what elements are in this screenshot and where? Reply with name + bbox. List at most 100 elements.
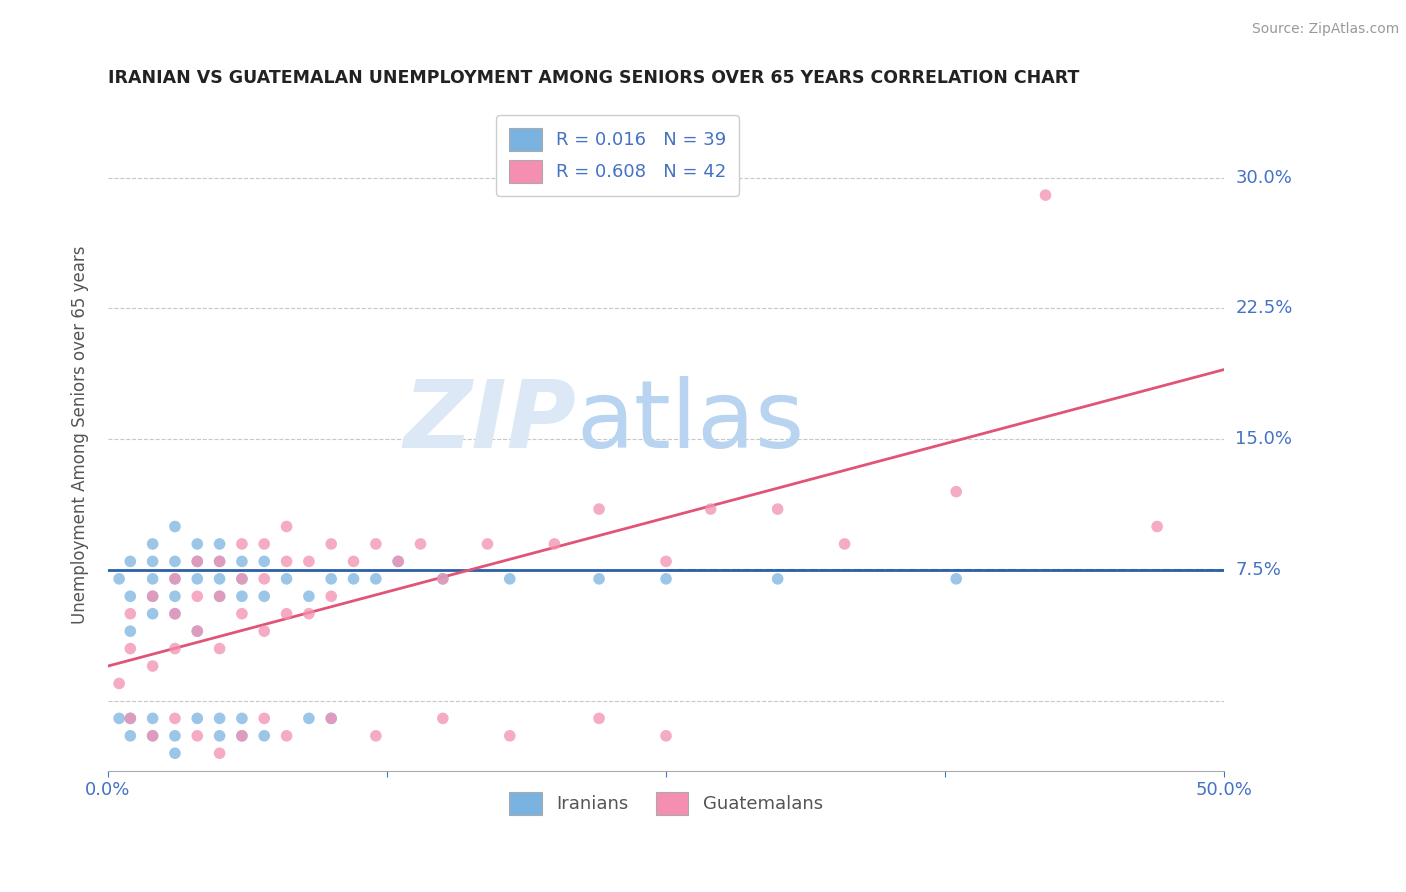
Point <box>298 607 321 621</box>
Point <box>364 537 387 551</box>
Point <box>120 607 142 621</box>
Point <box>231 572 253 586</box>
Point <box>276 554 298 568</box>
Point <box>208 641 231 656</box>
Point <box>298 589 321 603</box>
Text: 15.0%: 15.0% <box>1236 430 1292 449</box>
Point <box>142 711 165 725</box>
Point <box>208 746 231 760</box>
Point <box>432 572 454 586</box>
Point <box>699 502 721 516</box>
Point <box>432 572 454 586</box>
Point <box>142 607 165 621</box>
Point <box>208 589 231 603</box>
Point <box>298 711 321 725</box>
Point <box>231 729 253 743</box>
Point <box>342 572 364 586</box>
Point <box>655 554 678 568</box>
Point <box>186 537 208 551</box>
Point <box>163 607 186 621</box>
Point <box>163 729 186 743</box>
Point <box>477 537 499 551</box>
Point <box>163 554 186 568</box>
Point <box>142 659 165 673</box>
Point <box>120 641 142 656</box>
Point <box>253 624 276 639</box>
Point <box>163 641 186 656</box>
Point <box>142 589 165 603</box>
Point <box>321 711 343 725</box>
Point <box>186 624 208 639</box>
Point <box>276 607 298 621</box>
Point <box>499 729 522 743</box>
Point <box>142 589 165 603</box>
Point <box>298 554 321 568</box>
Point <box>186 554 208 568</box>
Point <box>142 729 165 743</box>
Point <box>208 729 231 743</box>
Point <box>108 572 131 586</box>
Point <box>163 711 186 725</box>
Point <box>163 572 186 586</box>
Point <box>120 589 142 603</box>
Text: IRANIAN VS GUATEMALAN UNEMPLOYMENT AMONG SENIORS OVER 65 YEARS CORRELATION CHART: IRANIAN VS GUATEMALAN UNEMPLOYMENT AMONG… <box>108 69 1080 87</box>
Point <box>588 711 610 725</box>
Point <box>364 572 387 586</box>
Point <box>253 554 276 568</box>
Point <box>409 537 432 551</box>
Point <box>945 484 967 499</box>
Point <box>108 711 131 725</box>
Point <box>588 502 610 516</box>
Point <box>321 537 343 551</box>
Point <box>208 554 231 568</box>
Point <box>945 572 967 586</box>
Text: 7.5%: 7.5% <box>1236 561 1281 579</box>
Point <box>108 676 131 690</box>
Point <box>142 554 165 568</box>
Point <box>186 554 208 568</box>
Point <box>253 589 276 603</box>
Point <box>231 554 253 568</box>
Point <box>342 554 364 568</box>
Point <box>253 711 276 725</box>
Point <box>276 572 298 586</box>
Point <box>186 711 208 725</box>
Point <box>231 537 253 551</box>
Point <box>231 607 253 621</box>
Point <box>276 519 298 533</box>
Point <box>766 572 789 586</box>
Point <box>231 729 253 743</box>
Text: 30.0%: 30.0% <box>1236 169 1292 186</box>
Text: Source: ZipAtlas.com: Source: ZipAtlas.com <box>1251 22 1399 37</box>
Text: atlas: atlas <box>576 376 806 467</box>
Point <box>253 572 276 586</box>
Point <box>588 572 610 586</box>
Point <box>186 572 208 586</box>
Point <box>186 589 208 603</box>
Point <box>1146 519 1168 533</box>
Point <box>253 537 276 551</box>
Point <box>186 624 208 639</box>
Text: 22.5%: 22.5% <box>1236 300 1292 318</box>
Point <box>186 729 208 743</box>
Point <box>142 537 165 551</box>
Point <box>163 607 186 621</box>
Point <box>208 711 231 725</box>
Point <box>364 729 387 743</box>
Point <box>142 572 165 586</box>
Point <box>163 746 186 760</box>
Point <box>208 572 231 586</box>
Point <box>231 589 253 603</box>
Point <box>208 554 231 568</box>
Point <box>432 711 454 725</box>
Point <box>120 624 142 639</box>
Legend: Iranians, Guatemalans: Iranians, Guatemalans <box>502 784 830 822</box>
Point <box>253 729 276 743</box>
Point <box>120 554 142 568</box>
Point <box>499 572 522 586</box>
Point <box>276 729 298 743</box>
Point <box>834 537 856 551</box>
Point <box>321 589 343 603</box>
Point <box>543 537 565 551</box>
Point <box>1035 188 1057 202</box>
